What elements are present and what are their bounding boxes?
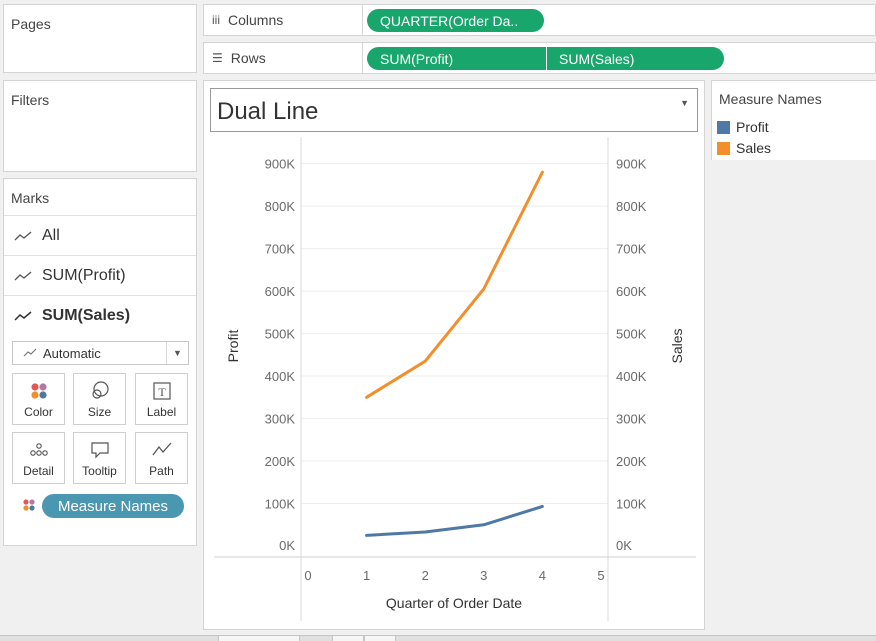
sheet-tab[interactable] [218,636,300,641]
marks-card: Marks All SUM(Profit) SUM(Sales) Automat… [3,178,197,546]
y-tick-label: 800K [265,199,296,214]
legend-item-profit[interactable]: Profit [717,119,769,135]
chevron-down-icon: ▼ [680,98,689,108]
y2-tick-label: 400K [616,369,647,384]
color-button[interactable]: Color [12,373,65,425]
color-dots-icon [23,499,35,511]
detail-dots-icon [29,443,48,456]
x-tick-label: 0 [304,568,311,583]
columns-label: Columns [228,12,284,28]
size-button-label: Size [87,405,112,419]
path-line-icon [151,442,171,456]
quarter-order-date-pill[interactable]: QUARTER(Order Da.. [367,9,544,32]
line-mark-icon [14,310,32,321]
sheet-tab-strip[interactable] [0,635,876,641]
series-line-profit [365,504,544,537]
filters-card[interactable]: Filters [3,80,197,172]
y-tick-label: 300K [265,412,296,427]
y-tick-label: 500K [265,327,296,342]
y2-tick-label: 300K [616,412,647,427]
color-legend: Measure Names Profit Sales [711,80,876,160]
rows-shelf-label: ☰ Rows [204,43,363,73]
label-button-label: Label [146,405,177,419]
x-tick-label: 5 [597,568,604,583]
marks-row-sum-sales[interactable]: SUM(Sales) [4,295,196,335]
marks-row-label: All [42,226,60,244]
text-label-icon: T [152,382,171,400]
x-tick-label: 2 [422,568,429,583]
columns-icon: iii [212,13,220,27]
path-button[interactable]: Path [135,432,188,484]
label-button[interactable]: T Label [135,373,188,425]
legend-title: Measure Names [719,91,822,107]
y-tick-label: 900K [265,157,296,172]
x-tick-label: 3 [480,568,487,583]
y-tick-label: 0K [279,538,295,553]
y2-axis-title: Sales [669,328,685,363]
marks-title: Marks [11,190,50,206]
tooltip-bubble-icon [90,442,109,459]
svg-text:T: T [158,385,166,399]
y2-tick-label: 700K [616,242,647,257]
y-axis-title: Profit [225,330,241,363]
detail-button-label: Detail [23,464,54,478]
view-title: Dual Line [217,98,319,125]
y2-tick-label: 900K [616,157,647,172]
line-mark-icon [14,231,32,240]
tooltip-button-label: Tooltip [82,464,117,478]
worksheet-view: 0K 0K 100K 100K 200K 200K 300K 300K 400K 400K 500K… [203,80,705,630]
y-tick-label: 100K [265,497,296,512]
sheet-tab[interactable] [364,636,396,641]
detail-button[interactable]: Detail [12,432,65,484]
x-axis-title: Quarter of Order Date [386,595,522,611]
marks-row-label: SUM(Profit) [42,266,126,284]
y2-tick-label: 100K [616,497,647,512]
filters-title: Filters [11,92,50,108]
legend-label: Profit [736,119,769,135]
marks-row-all[interactable]: All [4,215,196,255]
series-line-sales [365,170,544,399]
marks-row-sum-profit[interactable]: SUM(Profit) [4,255,196,295]
y2-tick-label: 500K [616,327,647,342]
chevron-down-icon: ▼ [166,342,188,364]
view-title-box[interactable]: Dual Line ▼ [210,88,698,132]
columns-shelf-label: iii Columns [204,5,363,35]
dual-line-chart: 0K 0K 100K 100K 200K 200K 300K 300K 400K 400K 500K… [214,137,696,621]
y2-tick-label: 200K [616,454,647,469]
y-tick-label: 600K [265,284,296,299]
sum-sales-pill[interactable]: SUM(Sales) [546,47,724,70]
pages-title: Pages [11,16,51,32]
x-tick-label: 4 [539,568,546,583]
size-circles-icon [91,381,109,399]
color-dots-icon [30,383,47,399]
y-tick-label: 400K [265,369,296,384]
line-mark-icon [14,271,32,280]
mark-type-dropdown[interactable]: Automatic ▼ [12,341,189,365]
y2-tick-label: 600K [616,284,647,299]
y2-tick-label: 800K [616,199,647,214]
color-button-label: Color [24,405,53,419]
rows-shelf[interactable]: ☰ Rows SUM(Profit) SUM(Sales) [203,42,876,74]
legend-label: Sales [736,140,772,156]
y2-tick-label: 0K [616,538,632,553]
rows-icon: ☰ [212,51,223,65]
columns-shelf[interactable]: iii Columns QUARTER(Order Da.. [203,4,876,36]
y-tick-label: 700K [265,242,296,257]
pages-card[interactable]: Pages [3,4,197,73]
legend-item-sales[interactable]: Sales [717,140,771,156]
measure-names-color-pill[interactable]: Measure Names [42,494,184,518]
line-mark-icon [23,348,37,357]
tooltip-button[interactable]: Tooltip [73,432,126,484]
size-button[interactable]: Size [73,373,126,425]
sheet-tab[interactable] [332,636,364,641]
rows-label: Rows [230,50,266,66]
mark-type-value: Automatic [43,345,101,361]
x-tick-label: 1 [363,568,370,583]
path-button-label: Path [149,464,174,478]
y-tick-label: 200K [265,454,296,469]
legend-swatch [717,141,730,155]
sum-profit-pill[interactable]: SUM(Profit) [367,47,547,70]
legend-swatch [717,120,730,134]
marks-row-label: SUM(Sales) [42,306,131,324]
